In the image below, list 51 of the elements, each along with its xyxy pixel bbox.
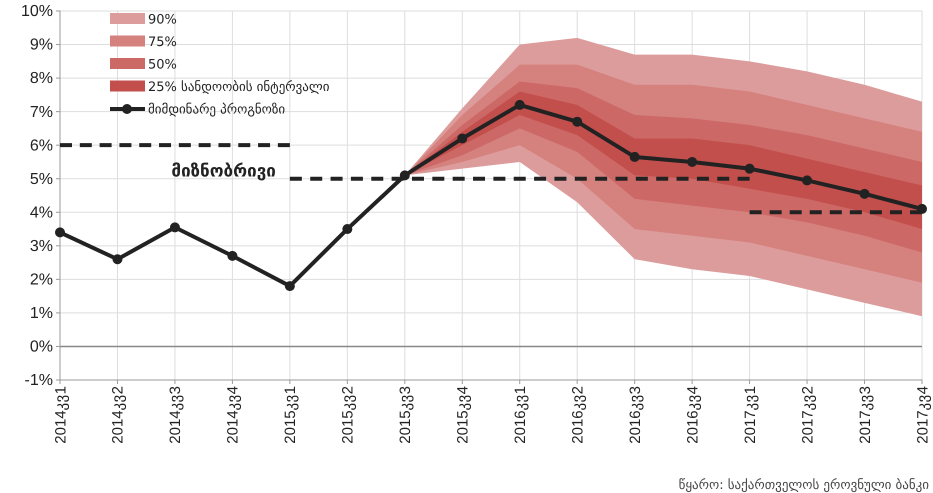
y-tick-label: 8%: [30, 70, 53, 88]
x-tick-label: 2015კვ4: [454, 386, 472, 444]
y-tick-label: 4%: [30, 204, 53, 222]
y-tick-label: 7%: [30, 104, 53, 121]
point: [342, 224, 352, 234]
point: [572, 116, 582, 127]
point: [630, 152, 640, 162]
x-tick-label: 2015კვ3: [397, 386, 414, 444]
point: [687, 156, 698, 167]
point: [917, 204, 927, 214]
y-tick-label: 2%: [30, 271, 53, 288]
x-tick-label: 2017კვ1: [742, 386, 759, 444]
x-tick-label: 2014კვ3: [167, 386, 184, 444]
point: [400, 170, 410, 180]
y-tick-label: 0%: [30, 338, 53, 356]
point: [802, 175, 812, 186]
point: [112, 254, 122, 264]
point: [744, 164, 755, 174]
annotation: მიზნობრივი: [171, 162, 276, 182]
y-tick-label: -1%: [24, 372, 53, 390]
point: [170, 222, 180, 232]
point: [55, 227, 65, 238]
x-tick-label: 2017კვ4: [914, 386, 932, 444]
point: [860, 188, 870, 199]
y-tick-label: 6%: [30, 137, 53, 154]
legend-label: 50%: [148, 58, 177, 73]
y-tick-label: 9%: [30, 36, 53, 54]
x-tick-label: 2016კვ3: [626, 386, 644, 444]
y-tick-label: 1%: [30, 305, 53, 322]
x-tick-label: 2016კვ1: [512, 386, 529, 444]
x-tick-label: 2014კვ2: [110, 386, 127, 444]
legend-label: 90%: [148, 12, 177, 28]
point: [514, 100, 525, 110]
x-tick-label: 2017კვ3: [856, 386, 874, 444]
x-tick-label: 2015კვ2: [340, 386, 357, 444]
legend-label: 25% სანდოობის ინტერვალი: [148, 80, 330, 96]
x-tick-label: 2014კვ1: [52, 386, 70, 444]
legend-label: 75%: [148, 35, 177, 50]
y-tick-label: 3%: [30, 238, 53, 255]
legend-label: მიმდინარე პროგნოზი: [148, 102, 286, 118]
y-tick-label: 10%: [20, 3, 53, 20]
y-tick-label: 5%: [30, 170, 53, 188]
x-tick-label: 2016კვ2: [569, 386, 586, 444]
x-tick-label: 2017კვ2: [799, 386, 816, 444]
x-tick-label: 2014კვ4: [224, 386, 242, 444]
point: [457, 133, 468, 144]
text: წყარო: საქართველოს ეროვნული ბანკი: [678, 478, 930, 493]
point: [284, 281, 295, 292]
x-tick-label: 2015კვ1: [282, 386, 300, 444]
point: [227, 250, 238, 261]
x-tick-label: 2016კვ4: [684, 386, 702, 444]
